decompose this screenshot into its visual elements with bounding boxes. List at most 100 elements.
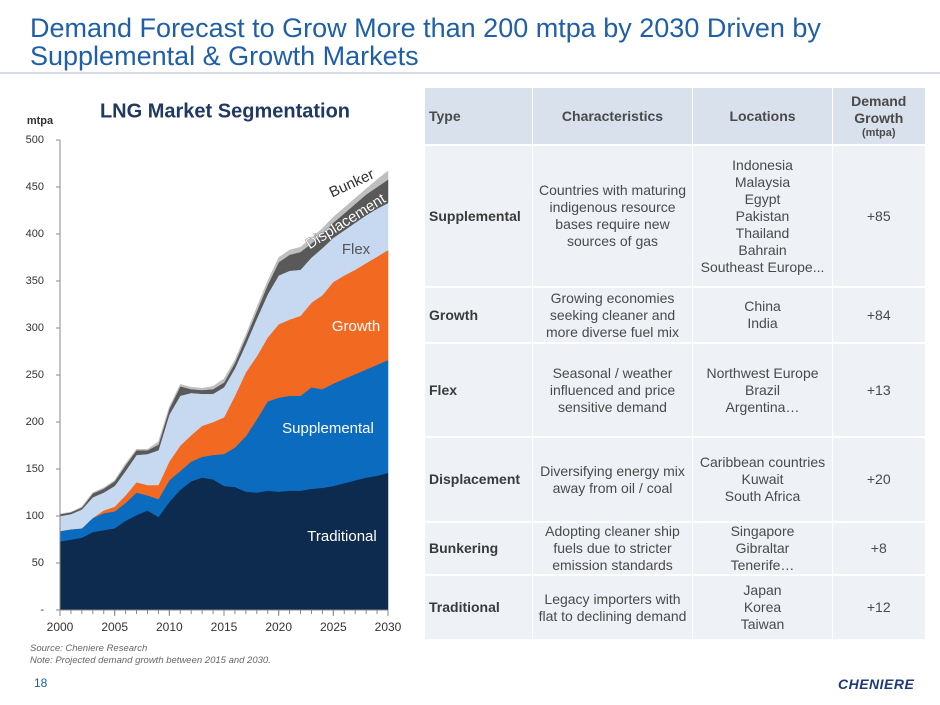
location: India	[747, 315, 778, 331]
location: Southeast Europe...	[700, 258, 825, 275]
location: Korea	[743, 599, 782, 615]
source: Source: Cheniere Research	[30, 643, 148, 654]
y-tick-label: 250	[26, 369, 44, 381]
x-tick-label: 2020	[265, 620, 292, 634]
y-tick-label: 100	[26, 510, 44, 522]
table-cell: Countries with maturing indigenous resou…	[532, 145, 693, 288]
location: Northwest Europe	[706, 364, 819, 381]
y-tick-label: 400	[26, 228, 44, 240]
header-text: Type	[429, 107, 461, 124]
table-cell: Diversifying energy mix away from oil / …	[532, 437, 693, 523]
type-name: Flex	[429, 381, 458, 398]
chart: LNG Market Segmentation mtpa - 50 100 150 20…	[26, 100, 402, 634]
table-cell: Growing economies seeking cleaner and mo…	[532, 287, 693, 344]
location: Singapore	[730, 523, 795, 539]
characteristics: Legacy importers with flat to declining …	[538, 590, 687, 624]
header-text: Characteristics	[561, 107, 664, 124]
location: Gibraltar	[735, 540, 790, 556]
type-name: Bunkering	[429, 540, 499, 556]
note: Note: Projected demand growth between 20…	[30, 655, 271, 666]
table-row: Traditional Legacy importers with flat to…	[424, 575, 925, 641]
header-row: Type Characteristics Locations Demand Growt…	[424, 88, 925, 146]
type-name: Supplemental	[429, 207, 521, 224]
type-name: Growth	[429, 306, 478, 323]
location: China	[744, 298, 781, 314]
logo: CHENIERE	[838, 676, 915, 692]
x-tick-label: 2010	[156, 620, 183, 634]
location: Japan	[743, 582, 782, 598]
demand-growth: +13	[866, 381, 891, 398]
header-text: Locations	[729, 107, 796, 124]
table-cell: Flex	[424, 343, 533, 438]
table-cell: +8	[832, 522, 925, 576]
x-tick-label: 2015	[211, 620, 238, 634]
table-cell: +20	[832, 437, 925, 523]
type-name: Traditional	[429, 599, 500, 615]
location: Pakistan	[735, 207, 790, 224]
table-row: Displacement Diversifying energy mix away…	[424, 437, 925, 523]
x-tick-label: 2000	[47, 620, 74, 634]
table-cell: Bunkering	[424, 522, 533, 576]
characteristics: Countries with maturing indigenous resou…	[538, 182, 687, 249]
table-cell: Caribbean countries Kuwait South Africa	[692, 437, 833, 523]
demand-growth: +85	[866, 207, 891, 224]
location: Brazil	[744, 381, 780, 398]
location: Malaysia	[734, 173, 791, 190]
header-cell: Locations	[692, 88, 833, 146]
y-tick-label: 200	[26, 416, 44, 428]
characteristics: Growing economies seeking cleaner and mo…	[545, 289, 680, 340]
location: Tenerife…	[730, 557, 795, 573]
type-name: Displacement	[429, 471, 521, 487]
y-tick-label: 450	[26, 181, 44, 193]
table-cell: Singapore Gibraltar Tenerife…	[692, 522, 833, 576]
y-tick-label: 300	[26, 322, 44, 334]
table-row: Flex Seasonal / weather influenced and pr…	[424, 343, 925, 438]
table-cell: +12	[832, 575, 925, 641]
x-tick-label: 2005	[101, 620, 128, 634]
location: Caribbean countries	[699, 454, 826, 470]
x-tick-label: 2030	[375, 620, 402, 634]
y-tick-label: 50	[32, 557, 44, 569]
y-tick-label: 500	[26, 134, 44, 146]
slide-title: Demand Forecast to Grow More than 200 mt…	[30, 13, 821, 71]
location: Bahrain	[738, 241, 787, 258]
location: Indonesia	[732, 156, 793, 173]
table-cell: Displacement	[424, 437, 533, 523]
segment-table: Type Characteristics Locations Demand Growt…	[424, 88, 925, 641]
characteristics: Adopting cleaner ship fuels due to stric…	[545, 523, 680, 573]
table-cell: +85	[832, 145, 925, 288]
area	[59, 170, 389, 515]
table-row: Growth Growing economies seeking cleaner …	[424, 287, 925, 344]
table-cell: Adopting cleaner ship fuels due to stric…	[532, 522, 693, 576]
table-cell: Seasonal / weather influenced and price …	[532, 343, 693, 438]
y-tick-label: -	[40, 604, 44, 616]
series-label: Traditional	[307, 528, 376, 545]
x-tick-label: 2025	[320, 620, 347, 634]
series-label: Growth	[332, 318, 380, 335]
table-cell: Japan Korea Taiwan	[692, 575, 833, 641]
header-text: Demand Growth	[851, 93, 907, 126]
demand-growth: +20	[866, 471, 891, 487]
table-cell: Supplemental	[424, 145, 533, 288]
header-cell: Type	[424, 88, 533, 146]
header-cell: Demand Growth (mtpa)	[832, 88, 925, 146]
table-cell: Legacy importers with flat to declining …	[532, 575, 693, 641]
header-unit: (mtpa)	[861, 127, 896, 139]
location: Egypt	[744, 190, 781, 207]
y-tick-label: 150	[26, 463, 44, 475]
y-axis-label: mtpa	[27, 115, 54, 127]
table-cell: China India	[692, 287, 833, 344]
demand-growth: +12	[866, 599, 891, 615]
table-cell: Indonesia Malaysia Egypt Pakistan Thailand Ba…	[692, 145, 833, 288]
location: South Africa	[724, 488, 801, 504]
y-tick-label: 350	[26, 275, 44, 287]
characteristics: Seasonal / weather influenced and price …	[549, 364, 676, 415]
table-cell: +13	[832, 343, 925, 438]
table-cell: +84	[832, 287, 925, 344]
demand-growth: +8	[870, 540, 887, 556]
table-row: Bunkering Adopting cleaner ship fuels due…	[424, 522, 925, 576]
location: Thailand	[735, 224, 790, 241]
location: Argentina…	[725, 398, 800, 415]
table-row: Supplemental Countries with maturing indi…	[424, 145, 925, 288]
